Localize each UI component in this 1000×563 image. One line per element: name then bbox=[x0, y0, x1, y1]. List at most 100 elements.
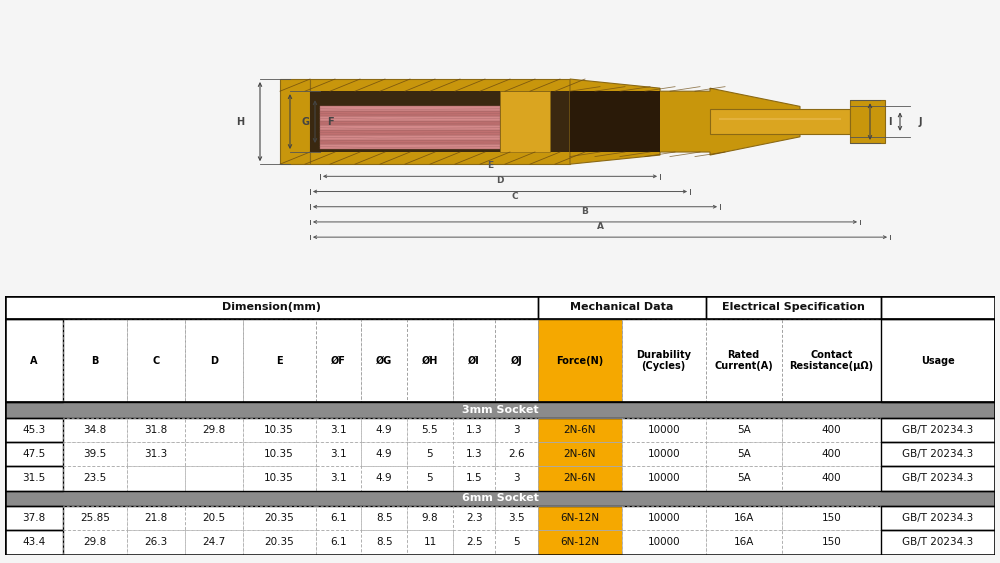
Bar bbox=[538, 296, 706, 319]
Bar bbox=[316, 530, 361, 555]
Text: 11: 11 bbox=[423, 537, 437, 547]
Bar bbox=[453, 319, 495, 403]
Text: 10.35: 10.35 bbox=[264, 449, 294, 459]
Text: 400: 400 bbox=[821, 473, 841, 484]
Text: Contact
Resistance(μΩ): Contact Resistance(μΩ) bbox=[789, 350, 873, 372]
Text: 2N-6N: 2N-6N bbox=[564, 425, 596, 435]
Text: 20.35: 20.35 bbox=[264, 537, 294, 547]
Bar bbox=[881, 530, 995, 555]
Bar bbox=[361, 319, 407, 403]
Text: E: E bbox=[487, 161, 493, 170]
Bar bbox=[185, 319, 243, 403]
Text: 6.1: 6.1 bbox=[330, 537, 347, 547]
Bar bbox=[127, 319, 185, 403]
Bar bbox=[782, 418, 881, 442]
Text: 10000: 10000 bbox=[647, 537, 680, 547]
Bar bbox=[881, 506, 995, 530]
Bar bbox=[538, 418, 622, 442]
Bar bbox=[500, 91, 550, 152]
Bar bbox=[320, 126, 500, 130]
Bar bbox=[881, 442, 995, 466]
Text: GB/T 20234.3: GB/T 20234.3 bbox=[902, 425, 974, 435]
Bar bbox=[243, 530, 316, 555]
Bar bbox=[127, 442, 185, 466]
Bar bbox=[5, 296, 538, 319]
Bar bbox=[538, 296, 706, 319]
Bar bbox=[5, 418, 63, 442]
Bar bbox=[622, 506, 706, 530]
Bar bbox=[782, 530, 881, 555]
Text: C: C bbox=[512, 191, 518, 200]
Bar bbox=[407, 530, 453, 555]
Text: 150: 150 bbox=[821, 513, 841, 523]
Bar bbox=[5, 466, 63, 491]
Bar bbox=[782, 319, 881, 403]
Text: A: A bbox=[596, 222, 604, 231]
Bar bbox=[407, 530, 453, 555]
Bar bbox=[361, 530, 407, 555]
Bar bbox=[453, 530, 495, 555]
Text: E: E bbox=[276, 356, 282, 365]
Bar bbox=[243, 506, 316, 530]
Bar bbox=[316, 466, 361, 491]
Bar bbox=[407, 506, 453, 530]
Bar bbox=[127, 466, 185, 491]
Bar bbox=[453, 319, 495, 403]
Text: B: B bbox=[91, 356, 99, 365]
Bar bbox=[782, 506, 881, 530]
Bar bbox=[495, 530, 538, 555]
Bar bbox=[63, 319, 127, 403]
Text: 34.8: 34.8 bbox=[83, 425, 106, 435]
Bar bbox=[881, 319, 995, 403]
Text: 3.1: 3.1 bbox=[330, 425, 347, 435]
Text: 16A: 16A bbox=[734, 513, 754, 523]
Text: Dimension(mm): Dimension(mm) bbox=[222, 302, 321, 312]
Text: Mechanical Data: Mechanical Data bbox=[570, 302, 674, 312]
Bar bbox=[782, 319, 881, 403]
Bar bbox=[706, 530, 782, 555]
Bar bbox=[127, 530, 185, 555]
Text: 10.35: 10.35 bbox=[264, 425, 294, 435]
Text: 8.5: 8.5 bbox=[376, 513, 393, 523]
Bar bbox=[706, 506, 782, 530]
Bar bbox=[361, 442, 407, 466]
Text: 3.1: 3.1 bbox=[330, 449, 347, 459]
Text: 10000: 10000 bbox=[647, 449, 680, 459]
Bar bbox=[320, 135, 500, 140]
Text: 5.5: 5.5 bbox=[422, 425, 438, 435]
Text: 3: 3 bbox=[513, 425, 520, 435]
Text: GB/T 20234.3: GB/T 20234.3 bbox=[902, 513, 974, 523]
Text: 10.35: 10.35 bbox=[264, 473, 294, 484]
Bar bbox=[5, 530, 63, 555]
Bar bbox=[407, 319, 453, 403]
Bar bbox=[453, 506, 495, 530]
Bar bbox=[495, 506, 538, 530]
Text: Force(N): Force(N) bbox=[556, 356, 604, 365]
Bar bbox=[361, 442, 407, 466]
Text: I: I bbox=[888, 117, 892, 127]
Bar bbox=[243, 418, 316, 442]
Text: 24.7: 24.7 bbox=[202, 537, 225, 547]
Bar bbox=[361, 506, 407, 530]
Text: 47.5: 47.5 bbox=[22, 449, 46, 459]
Bar bbox=[407, 418, 453, 442]
Bar bbox=[710, 109, 850, 134]
Bar bbox=[706, 466, 782, 491]
Bar bbox=[320, 130, 500, 135]
Bar bbox=[5, 319, 995, 403]
Bar bbox=[63, 530, 127, 555]
Text: Rated
Current(A): Rated Current(A) bbox=[714, 350, 773, 372]
Bar bbox=[782, 442, 881, 466]
Bar bbox=[538, 442, 622, 466]
Bar bbox=[243, 319, 316, 403]
Bar bbox=[185, 442, 243, 466]
Bar bbox=[5, 506, 63, 530]
Text: 4.9: 4.9 bbox=[376, 449, 393, 459]
Bar bbox=[538, 530, 622, 555]
Text: 1.3: 1.3 bbox=[466, 449, 482, 459]
Bar bbox=[185, 442, 243, 466]
Bar bbox=[316, 319, 361, 403]
Bar bbox=[782, 530, 881, 555]
Bar bbox=[243, 506, 316, 530]
Text: 31.3: 31.3 bbox=[144, 449, 167, 459]
